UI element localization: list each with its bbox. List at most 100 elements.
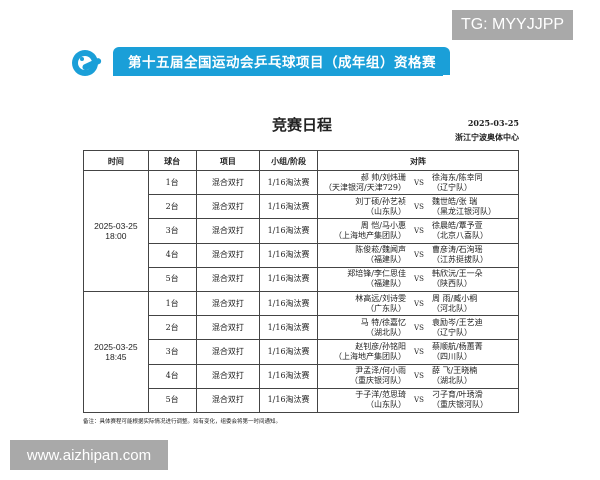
right-team: （河北队） xyxy=(431,303,472,313)
right-players: 魏世皓/张 瑞 xyxy=(431,196,478,206)
left-pair: 陈俊菘/魏闻声 （福建队） xyxy=(318,245,406,265)
vs-label: VS xyxy=(414,178,424,187)
right-pair: 刁子育/叶琇滑 （重庆银河队） xyxy=(432,390,518,410)
event-cell: 混合双打 xyxy=(195,194,261,220)
left-players: 郝 帅/刘炜珊 xyxy=(360,172,406,182)
right-pair: 薛 飞/王晓楠 （湖北队） xyxy=(432,366,518,386)
event-cell: 混合双打 xyxy=(195,266,261,292)
left-players: 马 特/徐嘉忆 xyxy=(360,317,406,327)
right-pair: 徐海东/陈幸同 （辽宁队） xyxy=(432,173,518,193)
stage-cell: 1/16淘汰赛 xyxy=(259,315,318,341)
matchup-cell: 赵钊彦/孙铭阳 （上海地产集团队） VS 蔡顺航/杨蕙菁 （四川队） xyxy=(316,339,520,365)
left-pair: 周 恺/马小惠 （上海地产集团队） xyxy=(318,221,406,241)
left-team: （福建队） xyxy=(365,255,406,265)
matchup-cell: 于子洋/范思琦 （山东队） VS 刁子育/叶琇滑 （重庆银河队） xyxy=(316,387,520,413)
matchup-cell: 马 特/徐嘉忆 （湖北队） VS 袁励岑/王艺迪 （辽宁队） xyxy=(316,315,520,341)
right-pair: 蔡顺航/杨蕙菁 （四川队） xyxy=(432,342,518,362)
right-pair: 徐晨皓/覃予萱 （北京八喜队） xyxy=(432,221,518,241)
left-pair: 郝 帅/刘炜珊 （天津银河/天津729） xyxy=(318,173,406,193)
table-cell: 2台 xyxy=(147,194,197,220)
column-header: 球台 xyxy=(147,150,197,171)
left-players: 于子洋/范思琦 xyxy=(355,390,406,400)
matchup-cell: 郑培锋/李仁思佳 （福建队） VS 韩欣沅/王一朵 （陕西队） xyxy=(316,266,520,292)
stage-cell: 1/16淘汰赛 xyxy=(259,290,318,317)
table-row: 4台 混合双打 1/16淘汰赛 陈俊菘/魏闻声 （福建队） VS 曹彦涛/石洵瑶 （江苏挺拔队… xyxy=(84,242,520,268)
right-players: 徐晨皓/覃予萱 xyxy=(431,220,483,230)
table-row: 2025-03-25 18:00 1台 混合双打 1/16淘汰赛郝 帅/刘炜珊 （天津银… xyxy=(83,169,520,292)
right-players: 袁励岑/王艺迪 xyxy=(431,317,483,327)
venue: 浙江宁波奥体中心 xyxy=(455,132,519,142)
right-team: （辽宁队） xyxy=(431,182,472,192)
left-team: （上海地产集团队） xyxy=(333,230,406,240)
right-team: （北京八喜队） xyxy=(431,230,488,240)
vs-label: VS xyxy=(414,299,424,308)
stage-cell: 1/16淘汰赛 xyxy=(259,242,318,268)
stage-cell: 1/16淘汰赛 xyxy=(259,266,318,292)
table-cell: 4台 xyxy=(147,363,197,389)
table-row: 2台 混合双打 1/16淘汰赛 刘丁硕/孙艺祯 （山东队） VS 魏世皓/张 瑞（黑龙江银河… xyxy=(84,194,520,220)
right-pair: 袁励岑/王艺迪 （辽宁队） xyxy=(432,318,518,338)
games-logo xyxy=(72,50,102,76)
event-banner: 第十五届全国运动会乒乓球项目（成年组）资格赛 xyxy=(113,47,450,75)
left-team: （山东队） xyxy=(365,400,406,410)
table-row: 3台 混合双打 1/16淘汰赛 赵钊彦/孙铭阳 （上海地产集团队） VS 蔡顺航/杨蕙菁 （四… xyxy=(84,339,520,365)
right-team: （江苏挺拔队） xyxy=(431,255,488,265)
right-team: （黑龙江银河队） xyxy=(431,206,496,216)
vs-label: VS xyxy=(414,251,424,260)
right-players: 蔡顺航/杨蕙菁 xyxy=(431,341,483,351)
page-title: 竞赛日程 xyxy=(272,116,333,134)
matchup-cell: 郝 帅/刘炜珊 （天津银河/天津729） VS 徐海东/陈幸同 （辽宁队） xyxy=(316,169,520,196)
column-header: 项目 xyxy=(195,150,261,171)
left-players: 周 恺/马小惠 xyxy=(360,220,406,230)
event-cell: 混合双打 xyxy=(195,218,261,244)
matchup-cell: 林高远/刘诗雯 （广东队） VS 周 雨/臧小桐 （河北队） xyxy=(316,290,520,317)
banner-underline xyxy=(113,74,443,76)
event-cell: 混合双打 xyxy=(195,315,261,341)
column-header: 时间 xyxy=(83,150,149,171)
event-cell: 混合双打 xyxy=(195,242,261,268)
stage-cell: 1/16淘汰赛 xyxy=(259,169,318,196)
stage-cell: 1/16淘汰赛 xyxy=(259,339,318,365)
stage-cell: 1/16淘汰赛 xyxy=(259,387,318,413)
table-cell: 5台 xyxy=(147,387,197,413)
time-cell: 2025-03-25 18:45 xyxy=(83,290,149,413)
table-cell: 1台 xyxy=(147,290,197,317)
matchup-cell: 刘丁硕/孙艺祯 （山东队） VS 魏世皓/张 瑞（黑龙江银河队） xyxy=(316,194,520,220)
right-team: （湖北队） xyxy=(431,376,472,386)
vs-label: VS xyxy=(414,226,424,235)
right-pair: 曹彦涛/石洵瑶 （江苏挺拔队） xyxy=(432,245,518,265)
right-players: 薛 飞/王晓楠 xyxy=(431,366,478,376)
event-cell: 混合双打 xyxy=(195,363,261,389)
left-pair: 于子洋/范思琦 （山东队） xyxy=(318,390,406,410)
event-cell: 混合双打 xyxy=(195,387,261,413)
left-team: （重庆银河队） xyxy=(349,376,406,386)
left-team: （天津银河/天津729） xyxy=(324,182,406,192)
left-players: 郑培锋/李仁思佳 xyxy=(347,269,406,279)
right-pair: 周 雨/臧小桐 （河北队） xyxy=(432,294,518,314)
schedule-table: 时间 球台 项目 小组/阶段 对阵 2025-03-25 18:00 1台 混合双打 1/16… xyxy=(83,150,520,413)
left-pair: 刘丁硕/孙艺祯 （山东队） xyxy=(318,197,406,217)
table-row: 2台 混合双打 1/16淘汰赛马 特/徐嘉忆 （湖北队） VS 袁励岑/王艺迪 （辽宁队） xyxy=(84,315,520,341)
table-cell: 3台 xyxy=(147,339,197,365)
left-team: （广东队） xyxy=(365,303,406,313)
left-pair: 赵钊彦/孙铭阳 （上海地产集团队） xyxy=(318,342,406,362)
right-team: （辽宁队） xyxy=(431,327,472,337)
vs-label: VS xyxy=(414,347,424,356)
time-text: 2025-03-25 18:45 xyxy=(94,341,138,362)
vs-label: VS xyxy=(414,275,424,284)
table-header: 时间 球台 项目 小组/阶段 对阵 xyxy=(83,150,520,171)
right-players: 周 雨/臧小桐 xyxy=(431,293,478,303)
left-pair: 马 特/徐嘉忆 （湖北队） xyxy=(318,318,406,338)
event-cell: 混合双打 xyxy=(195,169,261,196)
vs-label: VS xyxy=(414,202,424,211)
footnote: 备注：具体赛程可能根据实际情况进行调整。如有变化，组委会将第一时间通知。 xyxy=(83,419,282,425)
stage-cell: 1/16淘汰赛 xyxy=(259,194,318,220)
left-team: （山东队） xyxy=(365,206,406,216)
watermark-tg: TG: MYYJJPP xyxy=(452,10,573,40)
right-players: 曹彦涛/石洵瑶 xyxy=(431,245,483,255)
left-players: 尹孟泽/何小雨 xyxy=(355,366,406,376)
left-players: 刘丁硕/孙艺祯 xyxy=(355,196,406,206)
left-pair: 尹孟泽/何小雨 （重庆银河队） xyxy=(318,366,406,386)
watermark-site: www.aizhipan.com xyxy=(10,440,168,470)
stage-cell: 1/16淘汰赛 xyxy=(259,218,318,244)
